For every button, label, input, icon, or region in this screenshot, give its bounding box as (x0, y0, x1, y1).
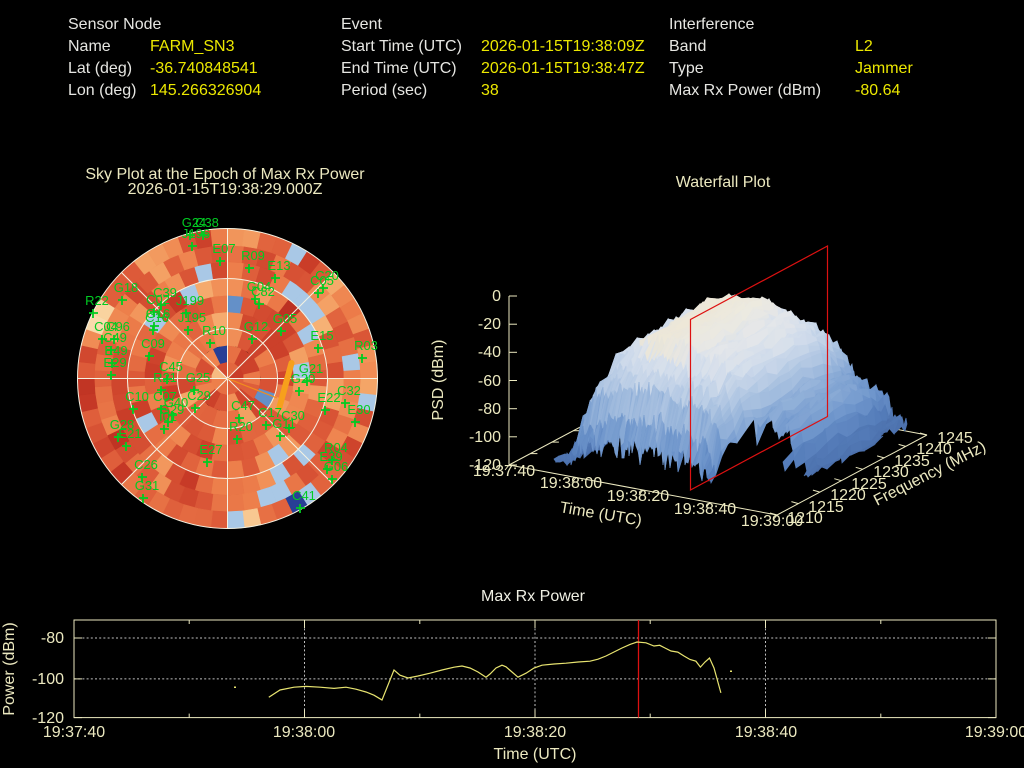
svg-text:C29: C29 (187, 388, 211, 403)
svg-text:G06: G06 (324, 459, 349, 474)
svg-text:-80: -80 (41, 630, 64, 647)
svg-text:R03: R03 (354, 338, 378, 353)
svg-text:C45: C45 (159, 359, 183, 374)
svg-text:C16: C16 (145, 310, 169, 325)
svg-text:1235: 1235 (894, 453, 930, 470)
svg-text:19:38:00: 19:38:00 (273, 724, 335, 741)
svg-text:19:38:40: 19:38:40 (674, 501, 736, 518)
svg-text:G40: G40 (164, 395, 189, 410)
svg-text:19:39:00: 19:39:00 (741, 513, 803, 530)
svg-text:G12: G12 (244, 319, 269, 334)
svg-text:E07: E07 (212, 241, 235, 256)
svg-text:C41: C41 (292, 488, 316, 503)
svg-text:G29: G29 (160, 402, 185, 417)
svg-text:C49: C49 (103, 330, 127, 345)
svg-text:E21: E21 (118, 426, 141, 441)
svg-text:R10: R10 (202, 323, 226, 338)
svg-text:1240: 1240 (916, 441, 952, 458)
svg-text:Waterfall Plot: Waterfall Plot (676, 174, 771, 191)
svg-text:R21: R21 (153, 370, 177, 385)
svg-text:R22: R22 (85, 293, 109, 308)
svg-text:1220: 1220 (830, 487, 866, 504)
svg-text:C38: C38 (195, 215, 219, 230)
svg-text:Time (UTC): Time (UTC) (494, 746, 577, 763)
svg-text:J195: J195 (178, 310, 206, 325)
svg-text:19:37:40: 19:37:40 (43, 724, 105, 741)
svg-text:J196: J196 (182, 226, 210, 241)
svg-text:Sky Plot at the Epoch of Max R: Sky Plot at the Epoch of Max Rx Power (85, 166, 365, 183)
svg-text:C30: C30 (281, 408, 305, 423)
svg-text:G04: G04 (247, 279, 272, 294)
svg-text:19:39:00: 19:39:00 (965, 724, 1024, 741)
svg-text:R09: R09 (241, 248, 265, 263)
svg-text:R20: R20 (229, 419, 253, 434)
svg-text:19:38:20: 19:38:20 (607, 488, 669, 505)
svg-text:C82: C82 (251, 284, 275, 299)
svg-text:19:37:40: 19:37:40 (473, 463, 535, 480)
svg-text:E49: E49 (104, 343, 127, 358)
svg-text:1245: 1245 (937, 430, 973, 447)
svg-text:E15: E15 (310, 328, 333, 343)
svg-text:C05: C05 (310, 273, 334, 288)
svg-text:C17: C17 (258, 405, 282, 420)
svg-text:Power (dBm): Power (dBm) (1, 622, 18, 715)
svg-text:G05: G05 (273, 311, 298, 326)
svg-text:-100: -100 (32, 671, 64, 688)
svg-text:-40: -40 (478, 344, 501, 361)
svg-text:E13: E13 (267, 258, 290, 273)
svg-text:-20: -20 (478, 316, 501, 333)
svg-text:1230: 1230 (873, 464, 909, 481)
svg-text:C09: C09 (141, 336, 165, 351)
svg-text:1225: 1225 (851, 476, 887, 493)
svg-text:E30: E30 (347, 402, 370, 417)
svg-text:0: 0 (492, 288, 501, 305)
svg-text:J199: J199 (176, 293, 204, 308)
svg-text:C96: C96 (106, 319, 130, 334)
svg-text:C39: C39 (153, 285, 177, 300)
svg-text:-60: -60 (478, 373, 501, 390)
svg-text:-100: -100 (469, 429, 501, 446)
svg-text:C26: C26 (134, 457, 158, 472)
svg-text:19:38:40: 19:38:40 (735, 724, 797, 741)
svg-text:PSD (dBm): PSD (dBm) (430, 340, 447, 421)
svg-text:I01: I01 (159, 409, 177, 424)
svg-text:G21: G21 (299, 361, 324, 376)
svg-text:G20: G20 (291, 371, 316, 386)
svg-text:C10: C10 (125, 389, 149, 404)
svg-text:1210: 1210 (787, 510, 823, 527)
svg-text:C07: C07 (153, 389, 177, 404)
svg-text:E22: E22 (317, 390, 340, 405)
svg-text:E29: E29 (103, 355, 126, 370)
svg-text:19:38:20: 19:38:20 (504, 724, 566, 741)
svg-text:E39: E39 (319, 449, 342, 464)
svg-text:G24: G24 (182, 215, 207, 230)
svg-text:G16: G16 (146, 306, 171, 321)
svg-text:G25: G25 (186, 370, 211, 385)
svg-text:2026-01-15T19:38:29.000Z: 2026-01-15T19:38:29.000Z (128, 181, 323, 198)
svg-text:-120: -120 (32, 710, 64, 727)
svg-text:C02: C02 (146, 292, 170, 307)
svg-text:C04: C04 (94, 319, 118, 334)
svg-text:19:38:00: 19:38:00 (540, 475, 602, 492)
svg-text:G28: G28 (110, 417, 135, 432)
svg-text:C32: C32 (337, 383, 361, 398)
svg-text:G31: G31 (135, 478, 160, 493)
svg-text:R04: R04 (324, 440, 348, 455)
svg-text:-120: -120 (469, 457, 501, 474)
svg-text:G18: G18 (114, 280, 139, 295)
svg-text:C47: C47 (231, 398, 255, 413)
svg-text:G11: G11 (272, 416, 296, 431)
svg-text:E27: E27 (199, 442, 222, 457)
svg-text:1215: 1215 (808, 499, 844, 516)
svg-text:-80: -80 (478, 401, 501, 418)
svg-text:Max Rx Power: Max Rx Power (481, 588, 586, 605)
svg-text:C20: C20 (315, 268, 339, 283)
